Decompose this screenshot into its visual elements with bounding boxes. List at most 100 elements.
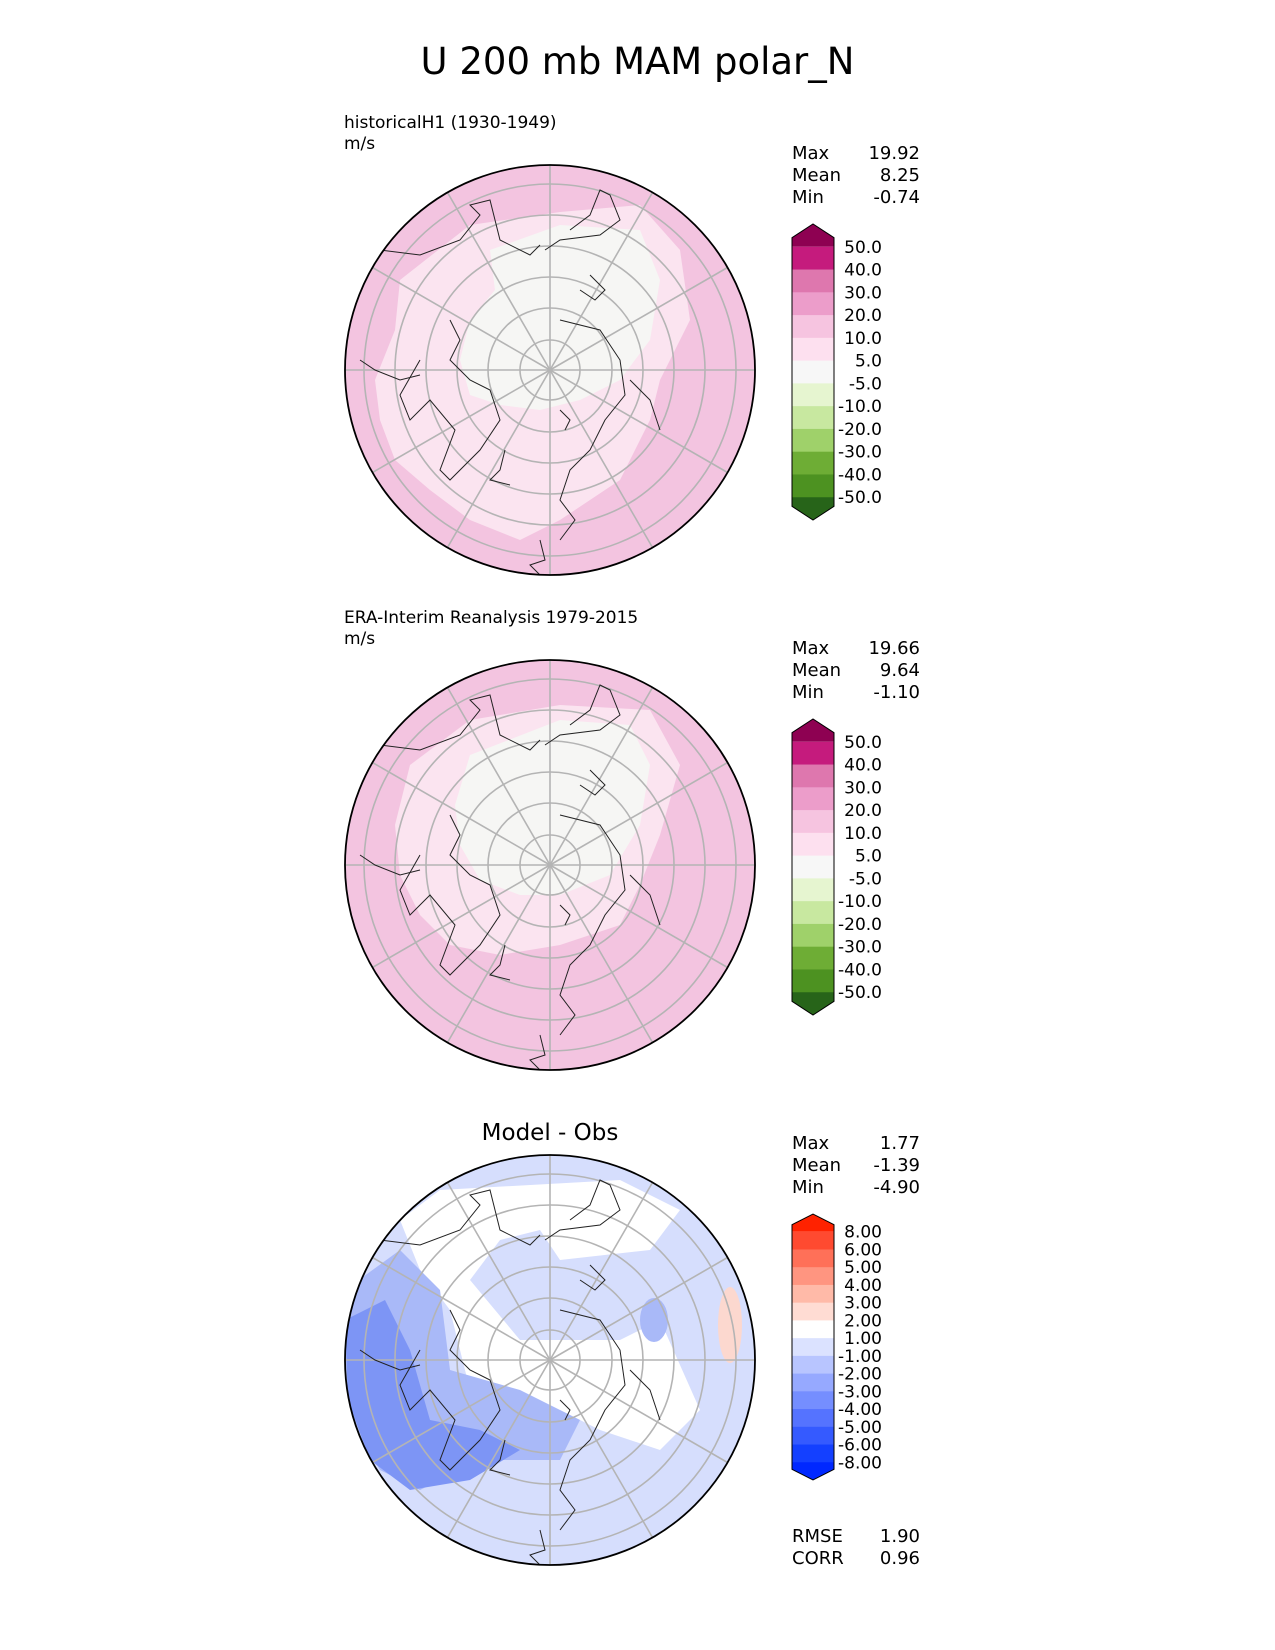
coastlines xyxy=(359,1179,661,1565)
coastline xyxy=(579,1264,606,1291)
colorbar-swatch xyxy=(792,1231,834,1250)
colorbar-tick-label: 5.00 xyxy=(844,1258,882,1278)
map-obs xyxy=(344,659,756,1071)
colorbar-swatch-extend-top xyxy=(792,719,834,742)
colorbar-swatch xyxy=(792,832,834,857)
meridian-line xyxy=(549,369,728,474)
colorbar-tick-label: -6.00 xyxy=(838,1436,882,1456)
colorbar-swatch xyxy=(792,810,834,834)
colorbar-swatch xyxy=(792,1284,834,1304)
colorbar-tick-label: 20.0 xyxy=(844,306,882,326)
meridian-line xyxy=(372,864,551,969)
colorbar-tick-label: 10.0 xyxy=(844,329,882,349)
map-boundary xyxy=(344,659,756,1071)
meridian-line xyxy=(549,1256,728,1361)
colorbar-tick-label: -8.00 xyxy=(838,1453,882,1473)
colorbar-swatch xyxy=(792,923,834,948)
stat-min-value: -4.90 xyxy=(873,1177,920,1198)
metric-rmse-label: RMSE xyxy=(792,1526,843,1547)
colorbar-tick-label: 6.00 xyxy=(844,1240,882,1260)
coastlines xyxy=(359,684,661,1070)
map-boundary xyxy=(344,1154,756,1566)
coastline xyxy=(559,814,626,1036)
colorbar-swatch-extend-bottom xyxy=(792,1462,834,1480)
colorbar-tick-label: 50.0 xyxy=(844,238,882,258)
coastline xyxy=(359,854,421,876)
coastline xyxy=(359,359,421,381)
coastline xyxy=(544,189,621,251)
graticule xyxy=(345,165,755,575)
colorbar-swatch xyxy=(792,246,834,271)
stat-mean-value: 9.64 xyxy=(879,660,920,681)
meridian-line xyxy=(549,266,728,371)
meridian-line xyxy=(372,1256,551,1361)
colorbar-tick-label: -30.0 xyxy=(838,938,882,958)
colorbar-outline xyxy=(791,718,835,1016)
meridian-line xyxy=(446,192,551,371)
stat-min-label: Min xyxy=(792,1177,824,1198)
colorbar-tick-label: -1.00 xyxy=(838,1347,882,1367)
colorbar-swatch xyxy=(792,1409,834,1428)
colorbar-tick-label: -40.0 xyxy=(838,465,882,485)
colorbar-tick-label: 4.00 xyxy=(844,1276,882,1296)
stat-min-value: -1.10 xyxy=(873,682,920,703)
colorbar-swatch xyxy=(792,1320,834,1339)
stat-mean-label: Mean xyxy=(792,1155,842,1176)
region-positive xyxy=(718,1287,742,1363)
colorbar-swatch-extend-top xyxy=(792,224,834,247)
colorbar-tick-label: -30.0 xyxy=(838,443,882,463)
colorbar-swatch-extend-bottom xyxy=(792,992,834,1015)
colorbar-tick-label: 40.0 xyxy=(844,756,882,776)
colorbar-tick-label: 10.0 xyxy=(844,824,882,844)
metric-rmse-value: 1.90 xyxy=(879,1526,920,1547)
coastlines xyxy=(359,189,661,575)
meridian-line xyxy=(549,192,654,371)
coastline xyxy=(629,379,661,431)
colorbar-tick-label: 30.0 xyxy=(844,778,882,798)
map-diff xyxy=(344,1154,756,1566)
colorbar-swatch xyxy=(792,1426,834,1446)
stat-max-label: Max xyxy=(792,143,830,164)
figure-title: U 200 mb MAM polar_N xyxy=(420,40,855,83)
colorbar-obs: 50.0 40.030.0 20.0 10.0 5.0-5.0 -10.0 -20.0 -30… xyxy=(791,718,882,1016)
stat-max-label: Max xyxy=(792,638,830,659)
colorbar-tick-label: -50.0 xyxy=(838,488,882,508)
stat-min-label: Min xyxy=(792,187,824,208)
colorbar-swatch xyxy=(792,383,834,407)
meridian-line xyxy=(549,864,728,969)
colorbar-swatch xyxy=(792,901,834,925)
colorbar-tick-label: -20.0 xyxy=(838,915,882,935)
colorbar-tick-label: -20.0 xyxy=(838,420,882,440)
coastline xyxy=(489,944,511,981)
colorbar-tick-label: -2.00 xyxy=(838,1365,882,1385)
coastline xyxy=(579,274,606,301)
coastline xyxy=(399,319,501,481)
stat-mean-label: Mean xyxy=(792,165,842,186)
colorbar-swatch xyxy=(792,969,834,993)
coastline xyxy=(629,874,661,926)
colorbar-swatch xyxy=(792,428,834,453)
meridian-line xyxy=(446,864,551,1043)
panel-model-title-line1: historicalH1 (1930-1949) xyxy=(344,113,557,133)
colorbar-tick-label: -10.0 xyxy=(838,397,882,417)
colorbar-tick-label: -50.0 xyxy=(838,983,882,1003)
colorbar-tick-label: -5.0 xyxy=(849,869,882,889)
coastline xyxy=(544,684,621,746)
colorbar-tick-label: -40.0 xyxy=(838,960,882,980)
coastline xyxy=(529,1034,546,1070)
meridian-line xyxy=(549,761,728,866)
meridian-line xyxy=(549,1182,654,1361)
meridian-line xyxy=(372,761,551,866)
colorbar-swatch-extend-bottom xyxy=(792,497,834,520)
colorbar-swatch-extend-top xyxy=(792,1214,834,1232)
colorbar-swatch xyxy=(792,764,834,788)
meridian-line xyxy=(549,864,654,1043)
coastline xyxy=(559,1399,571,1421)
colorbar-swatch xyxy=(792,451,834,475)
colorbar-tick-label: -5.0 xyxy=(849,374,882,394)
coastline xyxy=(559,409,571,431)
region-strong-negative xyxy=(345,1300,520,1490)
panel-diff-title: Model - Obs xyxy=(481,1120,619,1146)
meridian-line xyxy=(446,1359,551,1538)
stat-mean-value: -1.39 xyxy=(873,1155,920,1176)
